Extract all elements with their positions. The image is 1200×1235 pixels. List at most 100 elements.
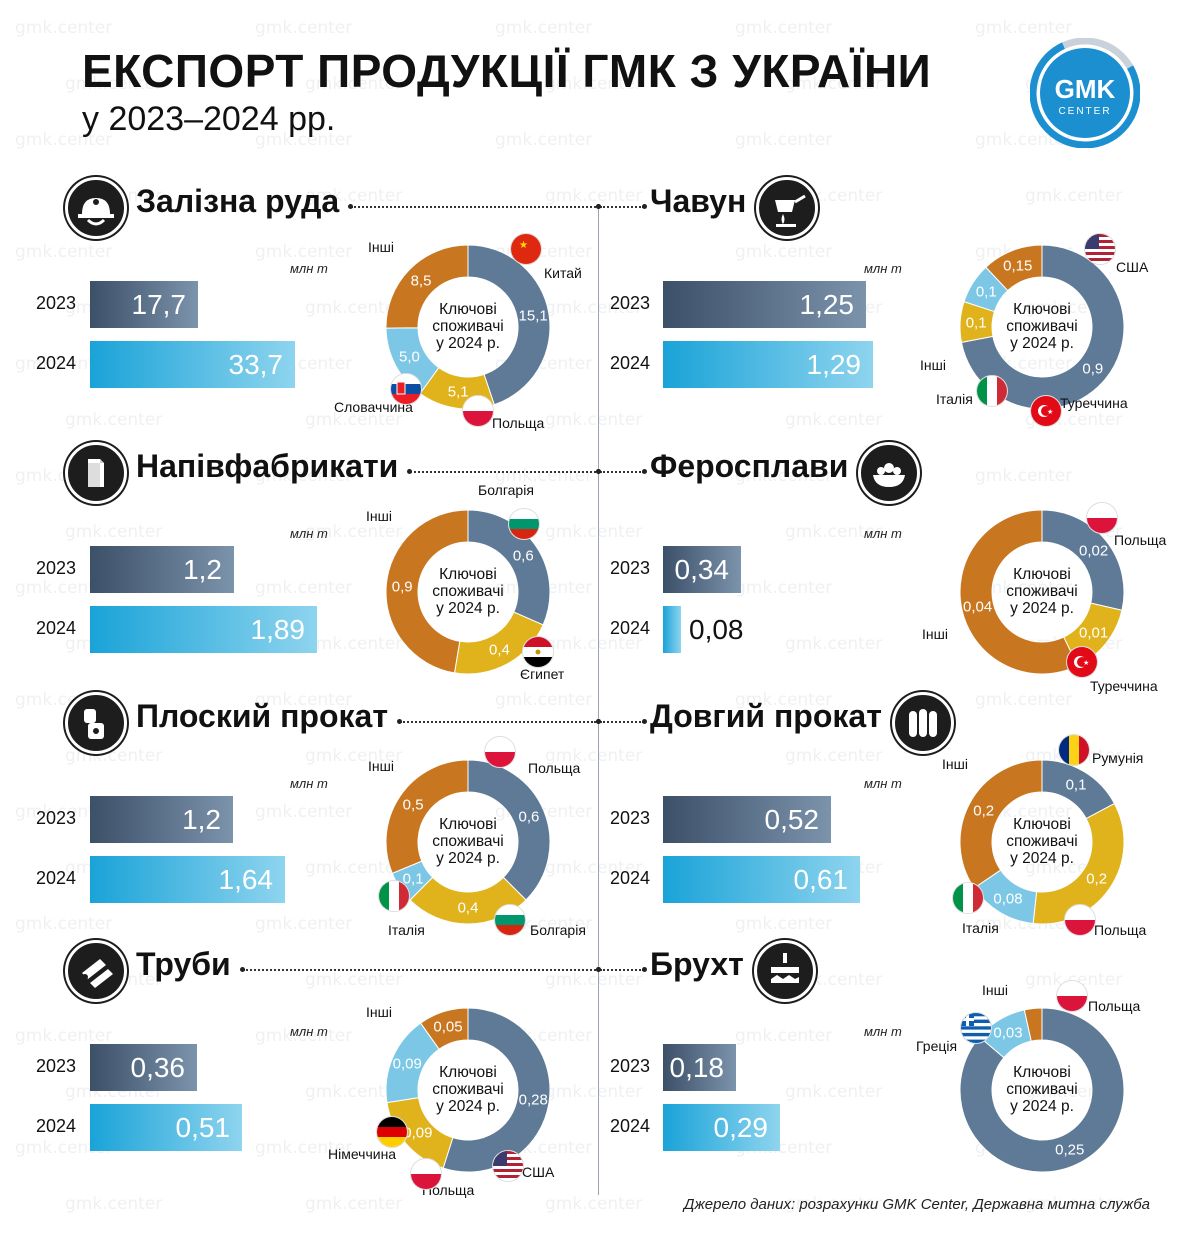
slice-value-label: 0,02 — [1078, 542, 1109, 560]
donut-chart: 0,9 0,1 0,1 0,15 Ключові споживачі у 2024 р. — [959, 244, 1125, 410]
center-text-line: споживачі — [432, 833, 504, 850]
country-label: Румунія — [1092, 750, 1144, 766]
donut-chart: 0,6 0,4 0,1 0,5 Ключові споживачі у 2024 р. — [385, 759, 551, 925]
country-label: Італія — [962, 920, 999, 936]
center-text-line: Ключові — [1013, 566, 1071, 583]
connector-dot — [239, 967, 245, 972]
year-label: 2023 — [610, 293, 651, 313]
scrap-magnet-icon — [753, 940, 816, 1002]
year-label: 2024 — [610, 1116, 651, 1136]
watermark-text: gmk.center — [785, 634, 883, 654]
donut-slice-0 — [467, 759, 551, 901]
watermark-text: gmk.center — [785, 1082, 883, 1102]
watermark-text: gmk.center — [255, 802, 353, 822]
slice-value-label: 0,1 — [1065, 776, 1087, 794]
connector-dot — [407, 469, 413, 474]
center-text-line: Ключові — [1013, 1064, 1071, 1081]
year-label: 2024 — [610, 353, 651, 373]
center-text-line: споживачі — [432, 318, 504, 335]
unit-label: млн т — [864, 1024, 902, 1039]
country-label: Інші — [366, 508, 392, 524]
section-title: Феросплави — [650, 448, 849, 484]
donut-slice-3 — [419, 1007, 469, 1050]
dotted-connector — [600, 969, 644, 971]
donut-slice-0 — [959, 1007, 1125, 1173]
country-label: Італія — [936, 391, 973, 407]
watermark-text: gmk.center — [65, 1194, 163, 1214]
unit-label: млн т — [864, 261, 902, 276]
slice-value-label: 8,5 — [410, 272, 432, 290]
country-label: Греція — [916, 1038, 958, 1054]
connector-dot — [396, 719, 402, 724]
connector-dot — [596, 967, 601, 972]
donut-slice-0 — [467, 244, 551, 406]
section-title: Залізна руда — [136, 183, 340, 219]
watermark-text: gmk.center — [735, 130, 833, 150]
watermark-text: gmk.center — [65, 522, 163, 542]
country-label: Єгипет — [520, 666, 565, 682]
center-text-line: у 2024 р. — [1010, 1098, 1074, 1115]
watermark-text: gmk.center — [255, 914, 353, 934]
country-label: Туреччина — [1060, 395, 1128, 411]
donut-svg — [959, 509, 1125, 675]
center-text-line: Ключові — [1013, 816, 1071, 833]
center-text-line: у 2024 р. — [436, 850, 500, 867]
slice-value-label: 5,0 — [399, 348, 420, 366]
donut-center-label: Ключові споживачі у 2024 р. — [960, 816, 1124, 867]
flag-china-icon: ★ — [510, 233, 542, 265]
ore-bowl-icon — [858, 442, 921, 504]
donut-chart: 0,6 0,4 0,9 Ключові споживачі у 2024 р. — [385, 509, 551, 675]
bar-2024: 0,29 — [663, 1104, 780, 1151]
section-title: Напівфабрикати — [136, 448, 399, 484]
flag-usa-icon — [1084, 233, 1116, 265]
source-note: Джерело даних: розрахунки GMK Center, Де… — [683, 1196, 1150, 1213]
country-label: Туреччина — [1090, 678, 1158, 694]
slice-value-label: 0,9 — [1082, 360, 1104, 378]
slice-value-label: 0,01 — [1078, 624, 1109, 642]
center-text-line: Ключові — [439, 816, 497, 833]
center-text-line: споживачі — [1006, 1081, 1078, 1098]
dotted-connector — [600, 206, 644, 208]
country-label: США — [522, 1164, 555, 1180]
watermark-text: gmk.center — [305, 1194, 403, 1214]
gmk-center-logo: GMK CENTER — [1029, 37, 1141, 149]
watermark-text: gmk.center — [495, 690, 593, 710]
slice-value-label: 0,9 — [391, 578, 413, 596]
donut-chart: 0,25 0,03 Ключові споживачі у 2024 р. — [959, 1007, 1125, 1173]
miner-helmet-icon — [65, 177, 127, 239]
bar-2023: 0,52 — [663, 796, 831, 843]
slice-value-label: 0,05 — [433, 1018, 463, 1036]
flag-germany-icon — [376, 1116, 408, 1148]
bar-2024: 1,29 — [663, 341, 873, 388]
connector-dot — [596, 469, 601, 474]
country-label: Китай — [544, 265, 582, 281]
watermark-text: gmk.center — [15, 18, 113, 38]
dotted-connector — [600, 721, 644, 723]
slice-value-label: 0,03 — [993, 1024, 1023, 1042]
donut-center-label: Ключові споживачі у 2024 р. — [960, 1064, 1124, 1115]
section-title: Чавун — [650, 183, 747, 219]
center-text-line: у 2024 р. — [1010, 850, 1074, 867]
donut-slice-2 — [959, 509, 1079, 675]
donut-svg — [959, 244, 1125, 410]
donut-slice-3 — [985, 244, 1043, 292]
watermark-text: gmk.center — [255, 18, 353, 38]
donut-chart: 15,1 5,1 5,0 8,5 Ключові споживачі у 2024 р. — [385, 244, 551, 410]
year-label: 2023 — [610, 558, 651, 578]
center-text-line: Ключові — [439, 1064, 497, 1081]
bar-2023: 0,18 — [663, 1044, 736, 1091]
slice-value-label: 0,15 — [1003, 257, 1033, 275]
slice-value-label: 15,1 — [518, 307, 548, 325]
bar-2023: 1,2 — [90, 796, 233, 843]
flag-romania-icon — [1058, 734, 1090, 766]
dotted-connector — [410, 471, 596, 473]
section-title: Брухт — [650, 946, 744, 982]
unit-label: млн т — [290, 526, 328, 541]
center-text-line: споживачі — [1006, 318, 1078, 335]
year-label: 2024 — [610, 618, 651, 638]
donut-center-label: Ключові споживачі у 2024 р. — [386, 301, 550, 352]
center-text-line: у 2024 р. — [436, 335, 500, 352]
bar-2023: 0,34 — [663, 546, 741, 593]
country-label: Інші — [366, 1004, 392, 1020]
pipes-icon — [65, 940, 127, 1002]
